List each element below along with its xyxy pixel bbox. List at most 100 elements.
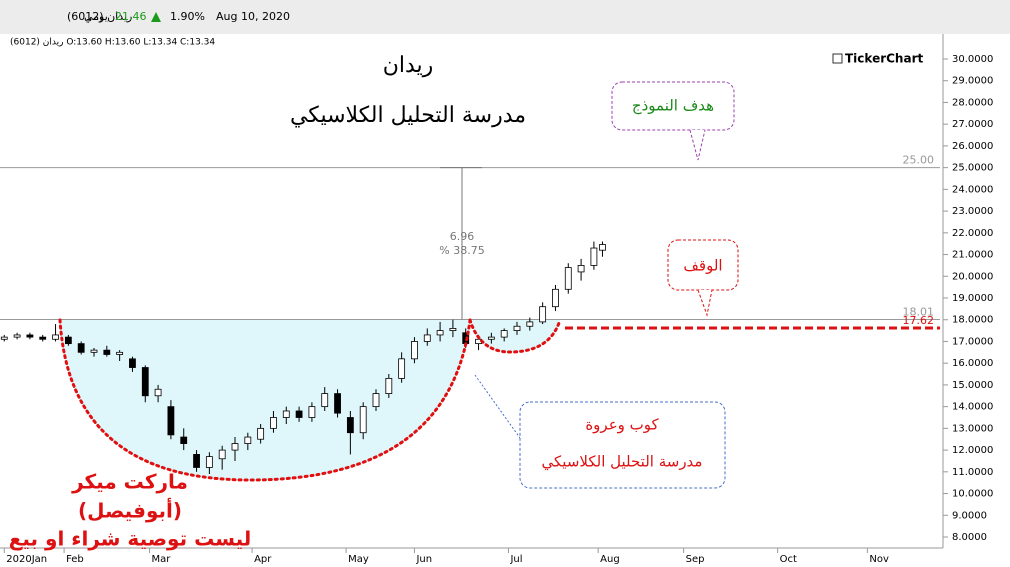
y-tick-label: 22.0000 [952, 228, 993, 239]
measure-change: 6.96 [450, 230, 475, 243]
change: 1.90% [170, 10, 205, 23]
candle-body [398, 358, 406, 379]
author: ماركت ميكر [71, 470, 188, 494]
candle-body [500, 330, 508, 338]
x-tick-label: Oct [780, 554, 797, 565]
x-tick-label: 2020Jan [6, 554, 47, 565]
y-tick-label: 8.0000 [952, 532, 987, 543]
target-label: هدف النموذج [632, 97, 714, 116]
candle-body [180, 436, 188, 444]
pattern-pointer [474, 374, 526, 446]
pattern-box [519, 401, 726, 489]
measure-percent: % 38.75 [439, 244, 484, 257]
level-label: 25.00 [903, 154, 935, 167]
pattern-label: كوب وعروة [585, 416, 659, 434]
stop-pointer [697, 289, 713, 317]
y-tick-label: 26.0000 [952, 141, 993, 152]
subtitle: مدرسة التحليل الكلاسيكي [290, 103, 526, 128]
level-label: 17.62 [903, 314, 935, 327]
candle-body [526, 321, 534, 327]
candle-body [564, 267, 572, 290]
candle-body [218, 449, 226, 460]
candle-body [436, 330, 444, 336]
y-tick-label: 18.0000 [952, 315, 993, 326]
candle-body [282, 410, 290, 418]
candle-body [231, 443, 239, 451]
candle-body [590, 247, 598, 266]
y-tick-label: 28.0000 [952, 97, 993, 108]
handle-curve [468, 318, 562, 354]
candle-body [116, 351, 124, 355]
brand-icon [832, 53, 843, 64]
period: يومي [84, 10, 108, 23]
top-bar [0, 0, 1010, 34]
x-tick-label: Nov [869, 554, 889, 565]
y-tick-label: 9.0000 [952, 510, 987, 521]
level-label: 18.01 [903, 306, 935, 319]
y-tick-label: 20.0000 [952, 271, 993, 282]
disclaimer: ليست توصية شراء او بيع [9, 527, 252, 551]
candle-body [167, 406, 175, 436]
candle-body [334, 393, 341, 414]
y-tick-label: 11.0000 [952, 467, 993, 478]
candle-body [141, 367, 149, 397]
candle-body [90, 349, 98, 353]
y-tick-label: 16.0000 [952, 358, 993, 369]
candle-body [77, 343, 85, 353]
candle-body [487, 336, 495, 340]
cup-curve [58, 318, 472, 482]
candle-body [295, 410, 303, 418]
candle-body [577, 265, 585, 273]
y-tick-label: 27.0000 [952, 119, 993, 130]
x-tick-label: May [348, 554, 369, 565]
x-tick-label: Jun [415, 554, 432, 565]
y-tick-label: 24.0000 [952, 184, 993, 195]
x-tick-label: Jul [509, 554, 522, 565]
up-arrow [151, 12, 161, 22]
candle-body [13, 334, 21, 338]
last-price: 21.46 [115, 10, 147, 23]
y-tick-label: 10.0000 [952, 489, 993, 500]
candle-body [385, 377, 393, 394]
brand: TickerChart [845, 52, 923, 66]
x-tick-label: Sep [686, 554, 705, 565]
candle-body [513, 325, 521, 331]
candle-body [346, 417, 354, 434]
y-tick-label: 23.0000 [952, 206, 993, 217]
y-tick-label: 21.0000 [952, 250, 993, 261]
candle-body [52, 334, 59, 340]
candle-body [411, 341, 418, 360]
candle-body [372, 393, 380, 408]
x-tick-label: Apr [254, 554, 272, 565]
candle-body [257, 427, 265, 440]
candle-body [539, 306, 547, 323]
x-tick-label: Feb [66, 554, 84, 565]
x-tick-label: Mar [152, 554, 172, 565]
y-tick-label: 14.0000 [952, 402, 993, 413]
candle-body [154, 388, 162, 397]
candle-body [129, 358, 136, 368]
candle-body [0, 336, 8, 340]
candle-body [64, 336, 72, 345]
target-pointer [689, 129, 706, 161]
candle-body [193, 454, 200, 468]
x-tick-label: Aug [600, 554, 620, 565]
cup-fill [0, 320, 560, 480]
y-tick-label: 15.0000 [952, 380, 993, 391]
symbol: ريدان (6012) [67, 10, 132, 23]
candle-body [552, 288, 559, 308]
y-tick-label: 17.0000 [952, 336, 993, 347]
candle-body [449, 328, 457, 331]
y-tick-label: 19.0000 [952, 293, 993, 304]
y-tick-label: 30.0000 [952, 54, 993, 65]
stop-label: الوقف [683, 257, 722, 275]
target-box [611, 81, 735, 131]
author-nick: (أبوفيصل) [78, 497, 182, 523]
y-tick-label: 25.0000 [952, 163, 993, 174]
date: Aug 10, 2020 [216, 10, 290, 23]
candle-body [321, 393, 329, 408]
candle-body [308, 406, 316, 418]
y-tick-label: 13.0000 [952, 423, 993, 434]
candle-body [359, 406, 367, 434]
